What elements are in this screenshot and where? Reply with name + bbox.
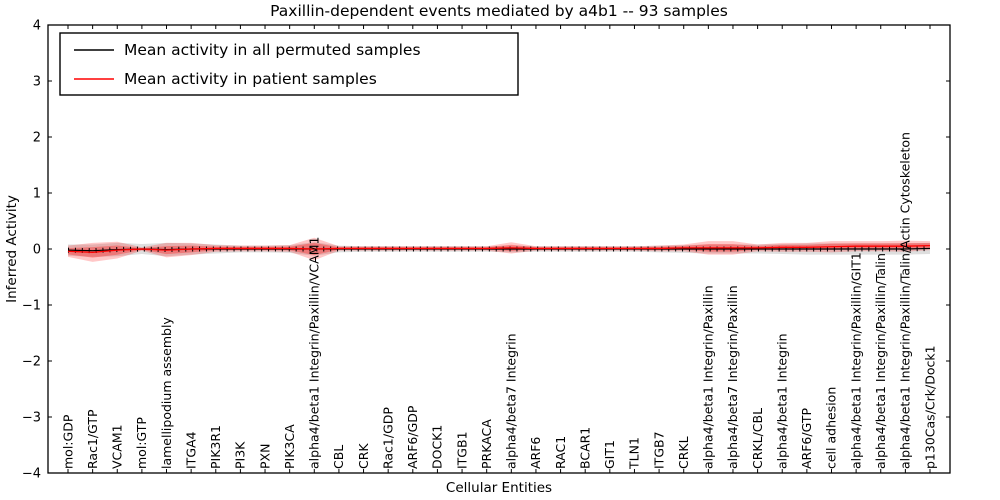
patient-band-outer: [68, 237, 930, 262]
x-tick-label: PIK3CA: [282, 424, 297, 469]
y-tick-label: −4: [22, 466, 41, 481]
plot-frame: [47, 24, 951, 474]
y-tick-label: 3: [33, 74, 41, 89]
x-tick-label: alpha4/beta1 Integrin/Paxillin/Talin: [873, 253, 888, 469]
x-tick-label: alpha4/beta1 Integrin/Paxillin/VCAM1: [307, 237, 322, 469]
x-tick-label: ITGB7: [651, 431, 666, 469]
x-tick-label: ITGA4: [183, 431, 198, 469]
confidence-bands-layer: [68, 237, 930, 262]
x-tick-label: ARF6/GDP: [405, 405, 420, 469]
y-tick-label: −2: [22, 354, 41, 369]
x-tick-label: p130Cas/Crk/Dock1: [922, 345, 937, 469]
legend: Mean activity in all permuted samples Me…: [59, 32, 519, 96]
x-tick-label: alpha4/beta1 Integrin/Paxillin/GIT1: [848, 252, 863, 469]
y-axis-label: Inferred Activity: [4, 195, 20, 303]
chart-title: Paxillin-dependent events mediated by a4…: [270, 2, 728, 20]
mean-lines-layer: [67, 244, 931, 254]
legend-label-permuted: Mean activity in all permuted samples: [124, 41, 421, 59]
x-tick-label: BCAR1: [577, 427, 592, 469]
y-tick-label: 0: [33, 242, 41, 257]
x-tick-label: VCAM1: [110, 424, 125, 469]
y-tick-label: 4: [33, 18, 41, 33]
x-tick-label: alpha4/beta7 Integrin/Paxillin: [725, 285, 740, 469]
x-tick-label: ARF6: [528, 437, 543, 469]
x-tick-label: GIT1: [602, 440, 617, 469]
x-tick-label: PRKACA: [479, 419, 494, 469]
x-tick-label: Rac1/GDP: [380, 407, 395, 469]
x-tick-label: lamellipodium assembly: [159, 317, 174, 469]
x-tick-label: PIK3R1: [208, 425, 223, 469]
y-tick-label: −3: [22, 410, 41, 425]
patient-mean-line: [67, 244, 931, 254]
legend-label-patient: Mean activity in patient samples: [124, 70, 377, 88]
x-axis-label: Cellular Entities: [446, 480, 552, 496]
x-tick-label: alpha4/beta1 Integrin: [774, 333, 789, 469]
legend-box: [59, 32, 519, 96]
x-tick-label: mol:GTP: [134, 417, 149, 469]
x-tick-label: mol:GDP: [60, 414, 75, 469]
y-tick-labels-layer: 4 3 2 1 0 −1 −2 −3 −4: [22, 18, 41, 481]
x-tick-label: CRKL/CBL: [750, 408, 765, 469]
patient-band-inner: [68, 242, 930, 258]
x-tick-label: TLN1: [627, 437, 642, 470]
x-tick-label: ITGB1: [454, 431, 469, 469]
x-tick-label: CBL: [331, 445, 346, 469]
y-tick-label: 1: [33, 186, 41, 201]
y-tick-label: −1: [22, 298, 41, 313]
legend-entry-patient: Mean activity in patient samples: [74, 70, 377, 88]
x-tick-label: cell adhesion: [824, 387, 839, 469]
legend-entry-permuted: Mean activity in all permuted samples: [74, 41, 421, 59]
x-tick-label: RAC1: [553, 436, 568, 469]
x-tick-label: CRKL: [676, 436, 691, 469]
x-tick-label: alpha4/beta7 Integrin: [504, 333, 519, 469]
x-tick-label: PXN: [257, 444, 272, 469]
x-tick-label: ARF6/GTP: [799, 408, 814, 469]
x-tick-label: alpha4/beta1 Integrin/Paxillin/Talin/Act…: [898, 132, 913, 469]
axis-ticks-layer: [48, 24, 950, 474]
x-tick-label: CRK: [356, 443, 371, 469]
x-tick-label: Rac1/GTP: [85, 409, 100, 469]
permuted-sample-markers: [67, 245, 931, 254]
x-tick-label: DOCK1: [430, 425, 445, 469]
y-tick-label: 2: [33, 130, 41, 145]
x-tick-label: PI3K: [233, 441, 248, 469]
x-tick-label: alpha4/beta1 Integrin/Paxillin: [701, 285, 716, 469]
x-tick-labels-layer: mol:GDP Rac1/GTP VCAM1 mol:GTP lamellipodium…: [60, 132, 937, 470]
